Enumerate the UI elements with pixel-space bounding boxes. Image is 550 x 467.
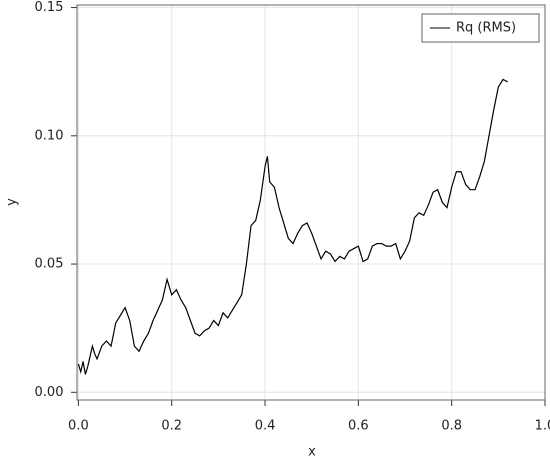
legend-label: Rq (RMS) [456, 21, 516, 36]
y-tick-label: 0.15 [35, 0, 64, 15]
x-tick-label: 1.0 [535, 419, 550, 434]
x-axis-label: x [308, 445, 316, 460]
x-tick-label: 0.6 [348, 419, 369, 434]
x-tick-label: 0.0 [68, 419, 89, 434]
plot-frame [76, 4, 546, 401]
y-tick-label: 0.10 [35, 128, 64, 143]
y-axis-label: y [5, 198, 20, 206]
x-tick-label: 0.4 [255, 419, 276, 434]
y-tick-label: 0.05 [35, 257, 64, 272]
y-tick-label: 0.00 [35, 385, 64, 400]
data-line [77, 78, 508, 375]
x-tick-label: 0.2 [161, 419, 182, 434]
x-tick-label: 0.8 [441, 419, 462, 434]
